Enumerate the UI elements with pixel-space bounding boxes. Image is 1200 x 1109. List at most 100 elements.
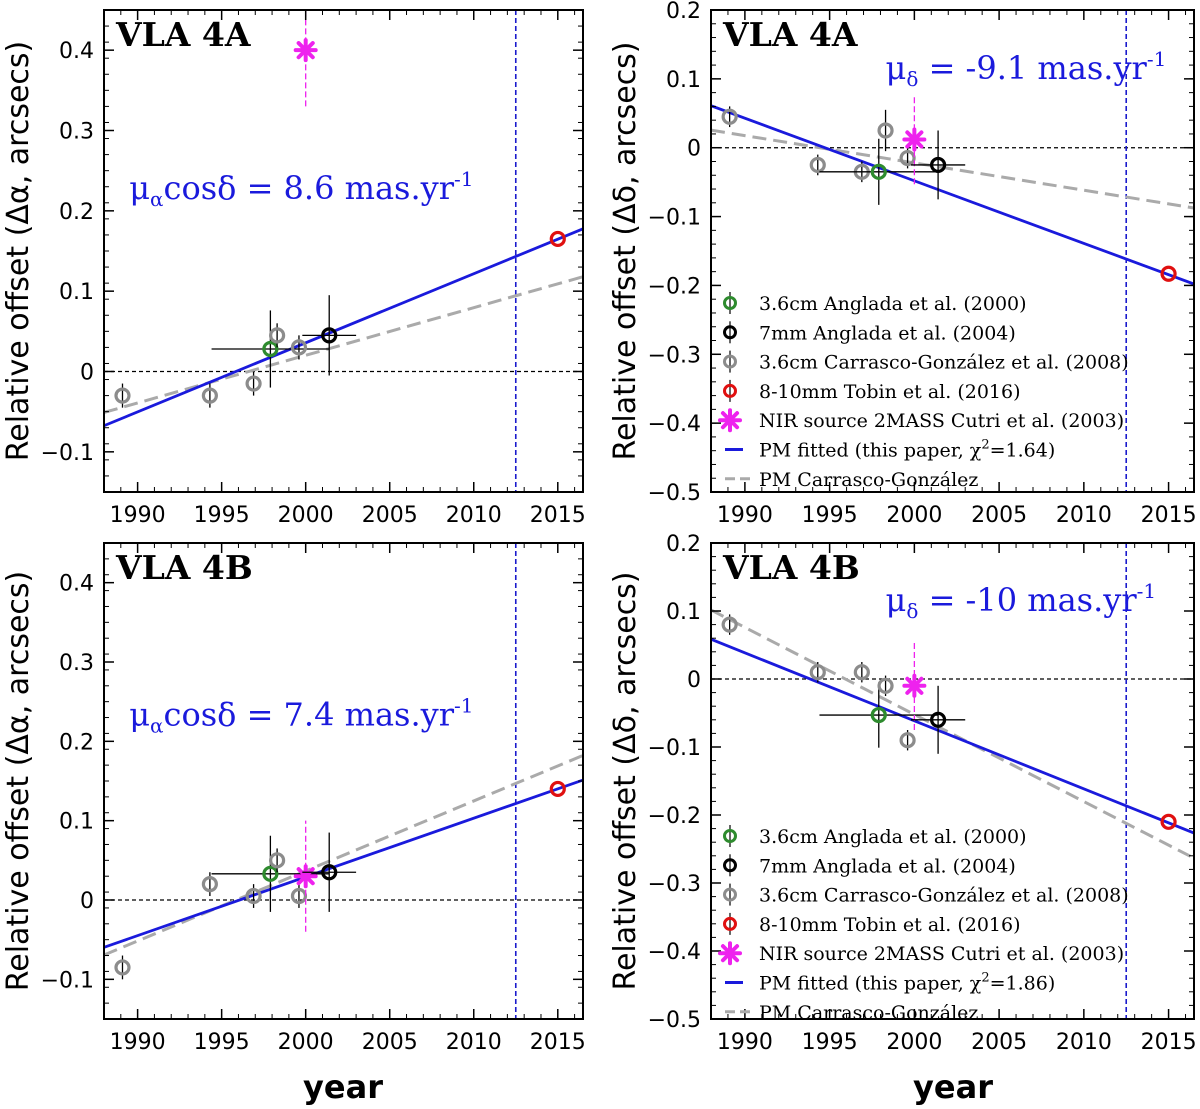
pm-carrasco-gonzalez-line <box>711 608 1194 860</box>
data-point-carrasco2008 <box>201 387 218 404</box>
y-tick-label: −0.2 <box>648 274 701 299</box>
legend-label-text: NIR source 2MASS Cutri et al. (2003) <box>759 410 1124 432</box>
x-axis-label-right: year <box>913 1068 993 1106</box>
panel-title: VLA 4A <box>115 15 251 54</box>
y-tick-label: 0.1 <box>59 810 94 835</box>
legend-swatch-nir2mass-arm <box>720 944 740 963</box>
y-tick-label: 0.2 <box>59 730 94 755</box>
legend-label-text: 8-10mm Tobin et al. (2016) <box>759 914 1021 936</box>
legend-label-text: 7mm Anglada et al. (2004) <box>759 322 1016 344</box>
x-tick-label: 1995 <box>194 1030 250 1055</box>
pm-superscript: -1 <box>1137 579 1156 603</box>
legend-label-cg_line: PM Carrasco-González <box>759 1002 978 1024</box>
legend-label-anglada2004: 7mm Anglada et al. (2004) <box>759 855 1016 877</box>
pm-carrasco-gonzalez-line <box>104 754 583 957</box>
legend-swatch-nir2mass <box>718 941 742 966</box>
pm-fitted-line <box>104 227 583 428</box>
plot-area <box>104 10 583 492</box>
x-tick-label: 1995 <box>802 1030 858 1055</box>
legend-label-text: PM Carrasco-González <box>759 1002 978 1024</box>
x-tick-label: 2005 <box>971 1030 1027 1055</box>
data-point-anglada2000 <box>262 340 279 358</box>
pm-superscript: -1 <box>454 693 473 717</box>
y-tick-label: 0.1 <box>59 280 94 305</box>
legend-label-text: 3.6cm Anglada et al. (2000) <box>759 826 1027 848</box>
y-tick-label: 0.1 <box>666 600 701 625</box>
legend-label-nir2mass: NIR source 2MASS Cutri et al. (2003) <box>759 943 1124 965</box>
chart-panel-top-left: 1990 1995 2000 2005 2010 2015 −0.1 0 0.1 0.2 0.3 0.… <box>1 9 586 528</box>
y-tick-label: 0 <box>687 668 701 693</box>
data-point-nir2mass-arm <box>296 867 315 886</box>
x-tick-label: 2000 <box>278 503 334 528</box>
data-point-tobin2016 <box>1160 813 1177 830</box>
pm-value: cosδ = 8.6 mas.yr <box>164 169 455 207</box>
y-axis-label: Relative offset (Δα, arcsecs) <box>1 571 36 991</box>
y-axis-label: Relative offset (Δα, arcsecs) <box>1 41 36 461</box>
x-tick-label: 2015 <box>1141 503 1197 528</box>
plot-area <box>104 543 583 1019</box>
legend-label-cg_line: PM Carrasco-González <box>759 469 978 491</box>
pm-symbol: μ <box>129 169 150 207</box>
legend-swatch-carrasco2008 <box>723 887 737 902</box>
y-tick-label: 0.2 <box>666 532 701 557</box>
y-tick-label: 0 <box>687 137 701 162</box>
data-point-carrasco2008 <box>809 664 826 681</box>
x-tick-label: 1995 <box>194 503 250 528</box>
data-point-anglada2000 <box>870 706 887 724</box>
legend-swatch-tobin2016 <box>723 383 737 398</box>
pm-symbol: μ <box>886 581 907 619</box>
pm-superscript: -1 <box>1147 47 1166 71</box>
pm-fitted-line <box>711 637 1194 835</box>
data-point-carrasco2008 <box>114 387 131 404</box>
y-tick-label: 0.3 <box>59 120 94 145</box>
pm-subscript: δ <box>906 67 918 91</box>
plot-area <box>711 543 1194 1019</box>
y-tick-label: −0.1 <box>41 968 94 993</box>
data-point-nir2mass <box>902 127 927 152</box>
data-point-anglada2004 <box>929 156 947 174</box>
legend-label-fit_line: PM fitted (this paper, χ2=1.86) <box>759 971 1055 995</box>
legend-swatch-tobin2016 <box>723 916 737 931</box>
data-point-tobin2016 <box>549 780 566 798</box>
y-tick-label: −0.3 <box>648 872 701 897</box>
y-axis-label: Relative offset (Δδ, arcsecs) <box>608 41 643 460</box>
pm-carrasco-gonzalez-line <box>104 275 583 414</box>
legend-label-sup: 2 <box>981 971 989 986</box>
legend-label-anglada2000: 3.6cm Anglada et al. (2000) <box>759 293 1027 315</box>
pm-symbol: μ <box>129 695 150 733</box>
data-point-nir2mass <box>293 864 318 889</box>
x-tick-label: 2010 <box>446 503 502 528</box>
y-tick-label: 0.3 <box>59 651 94 676</box>
y-tick-label: −0.4 <box>648 940 701 965</box>
data-point-anglada2004 <box>321 327 338 344</box>
pm-superscript: -1 <box>454 167 473 191</box>
panel-title: VLA 4B <box>115 548 253 587</box>
legend-label-text: 3.6cm Anglada et al. (2000) <box>759 293 1027 315</box>
plot-area <box>711 10 1194 492</box>
y-tick-label: −0.1 <box>41 441 94 466</box>
data-point-carrasco2008 <box>899 732 916 749</box>
proper-motion-label: μδ = -9.1 mas.yr-1 <box>886 47 1167 91</box>
data-point-carrasco2008 <box>290 339 308 356</box>
x-tick-label: 2010 <box>1056 1030 1112 1055</box>
axes-frame <box>710 9 1195 493</box>
legend-swatch-carrasco2008 <box>723 354 737 369</box>
x-tick-label: 1990 <box>110 503 166 528</box>
pm-value: = -9.1 mas.yr <box>918 49 1147 87</box>
data-point-nir2mass-arm <box>905 130 924 149</box>
y-tick-label: 0.2 <box>59 200 94 225</box>
x-tick-label: 2000 <box>278 1030 334 1055</box>
y-tick-label: −0.1 <box>648 206 701 231</box>
chart-panel-top-right: 1990 1995 2000 2005 2010 2015 −0.5 −0.4 −0.3 −0.2… <box>608 0 1197 528</box>
legend-label-text: PM Carrasco-González <box>759 469 978 491</box>
data-point-carrasco2008 <box>201 876 218 893</box>
data-point-tobin2016 <box>1160 265 1177 282</box>
legend-swatch-nir2mass-arm <box>720 411 740 430</box>
data-point-nir2mass <box>902 673 927 698</box>
y-tick-label: 0 <box>80 361 94 386</box>
proper-motion-label: μαcosδ = 7.4 mas.yr-1 <box>129 693 473 737</box>
chart-panel-bottom-left: 1990 1995 2000 2005 2010 2015 −0.1 0 0.1 0.2 0.3 0.… <box>1 542 586 1055</box>
chart-panel-bottom-right: 1990 1995 2000 2005 2010 2015 −0.5 −0.4 −0.3 −0.2… <box>608 532 1197 1055</box>
panel-title: VLA 4B <box>722 548 860 587</box>
